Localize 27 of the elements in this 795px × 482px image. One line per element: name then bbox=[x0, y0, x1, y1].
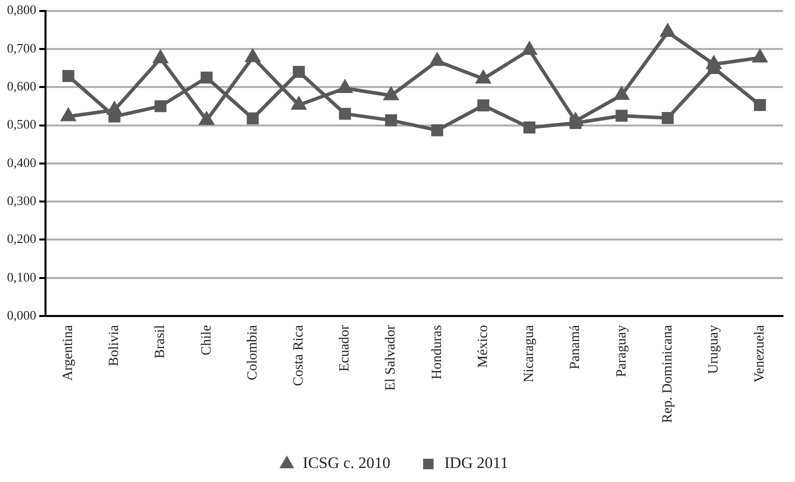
x-tick-label: Brasil bbox=[153, 324, 168, 358]
x-tick-label: Panamá bbox=[568, 324, 584, 370]
x-tick-label: Rep. Dominicana bbox=[660, 324, 676, 424]
x-tick-label: Chile bbox=[199, 325, 214, 356]
legend-label: ICSG c. 2010 bbox=[302, 455, 390, 472]
y-tick-label: 0,300 bbox=[7, 192, 36, 208]
x-tick-label: Uruguay bbox=[706, 325, 722, 374]
y-tick-label: 0,000 bbox=[7, 307, 36, 322]
x-tick-label: Bolivia bbox=[107, 324, 122, 366]
x-tick-label: Colombia bbox=[245, 324, 260, 380]
y-tick-label: 0,800 bbox=[7, 2, 36, 18]
y-tick-label: 0,200 bbox=[7, 231, 36, 246]
y-tick-label: 0,100 bbox=[7, 269, 36, 284]
x-tick-label: Honduras bbox=[430, 325, 445, 380]
x-tick-label: Ecuador bbox=[338, 324, 353, 372]
y-tick-label: 0,400 bbox=[7, 154, 36, 170]
x-tick-label: El Salvador bbox=[384, 324, 399, 391]
y-tick-label: 0,600 bbox=[7, 78, 36, 94]
x-tick-label: Costa Rica bbox=[292, 324, 307, 386]
x-tick-label: México bbox=[476, 325, 491, 368]
x-tick-label: Paraguay bbox=[614, 325, 630, 378]
x-tick-label: Nicaragua bbox=[522, 324, 538, 383]
x-tick-label: Venezuela bbox=[752, 324, 768, 383]
y-tick-label: 0,500 bbox=[7, 116, 36, 132]
legend-label: IDG 2011 bbox=[444, 455, 508, 472]
y-tick-label: 0,700 bbox=[7, 40, 36, 56]
x-tick-label: Argentina bbox=[60, 324, 76, 381]
